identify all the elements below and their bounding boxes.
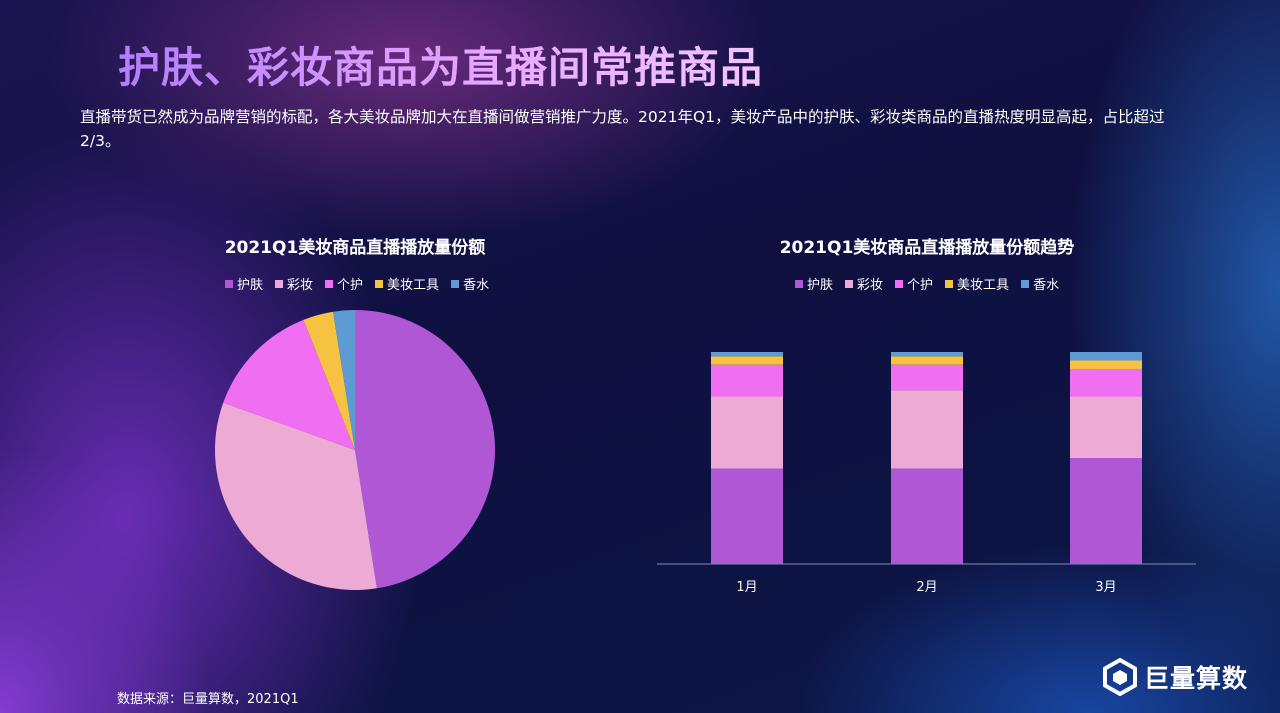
bar-segment bbox=[711, 468, 783, 564]
bar-segment bbox=[1070, 458, 1142, 564]
bar-legend-label: 个护 bbox=[907, 278, 934, 293]
x-tick-label: 1月 bbox=[736, 580, 757, 595]
bar-segment bbox=[711, 364, 783, 397]
pie-legend-label: 个护 bbox=[337, 278, 364, 293]
pie-legend-label: 香水 bbox=[463, 278, 490, 293]
pie-legend-swatch bbox=[375, 279, 384, 288]
bar-legend-item: 香水 bbox=[1021, 274, 1059, 293]
pie-legend-item: 护肤 bbox=[225, 274, 263, 293]
pie-chart-legend: 护肤 彩妆 个护 美妆工具 香水 bbox=[225, 274, 489, 293]
bar-segment bbox=[891, 352, 963, 357]
bar-legend-swatch bbox=[1021, 279, 1030, 288]
pie-legend-swatch bbox=[225, 279, 233, 288]
pie-legend-item: 彩妆 bbox=[275, 274, 313, 293]
bar-chart-legend: 护肤 彩妆 个护 美妆工具 香水 bbox=[795, 274, 1059, 293]
bar-chart: 1月 2月 3月 bbox=[657, 352, 1196, 595]
pie-chart-title: 2021Q1美妆商品直播播放量份额 bbox=[224, 238, 486, 258]
bar-segment bbox=[1070, 360, 1142, 369]
pie-legend-item: 香水 bbox=[451, 274, 489, 293]
data-source: 数据来源：巨量算数，2021Q1 bbox=[117, 692, 299, 707]
pie-slice-1 bbox=[355, 310, 495, 589]
bar-legend-label: 香水 bbox=[1033, 278, 1060, 293]
bar-legend-label: 美妆工具 bbox=[957, 278, 1010, 293]
page-description: 直播带货已然成为品牌营销的标配，各大美妆品牌加大在直播间做营销推广力度。2021… bbox=[80, 108, 1165, 150]
pie-chart bbox=[215, 310, 495, 590]
bar-segment bbox=[891, 356, 963, 365]
pie-slice-3 bbox=[223, 319, 355, 450]
bar-legend-swatch bbox=[845, 279, 854, 288]
pie-legend-item: 个护 bbox=[325, 274, 363, 293]
pie-slice-5 bbox=[333, 310, 355, 450]
bar-segment bbox=[891, 468, 963, 564]
brand-cube-icon bbox=[1103, 658, 1137, 696]
bar-legend-label: 护肤 bbox=[807, 278, 834, 293]
x-tick-label: 3月 bbox=[1095, 580, 1116, 595]
pie-slice-2 bbox=[215, 402, 377, 590]
bar-legend-item: 美妆工具 bbox=[945, 274, 1009, 293]
pie-legend-label: 彩妆 bbox=[287, 278, 314, 293]
brand-logo: 巨量算数 bbox=[1102, 658, 1248, 696]
bar-segment bbox=[891, 390, 963, 469]
bar-legend-item: 个护 bbox=[895, 274, 933, 293]
bar-segment bbox=[711, 396, 783, 469]
brand-name: 巨量算数 bbox=[1144, 664, 1249, 693]
page-title: 护肤、彩妆商品为直播间常推商品 bbox=[118, 34, 763, 95]
bar-segment bbox=[1070, 396, 1142, 458]
bar-segment bbox=[1070, 368, 1142, 397]
bar-legend-item: 彩妆 bbox=[845, 274, 883, 293]
bar-segment bbox=[891, 364, 963, 391]
pie-legend-item: 美妆工具 bbox=[375, 274, 439, 293]
bar-chart-title: 2021Q1美妆商品直播播放量份额趋势 bbox=[779, 238, 1075, 258]
bar-segment bbox=[711, 356, 783, 365]
bar-legend-swatch bbox=[945, 279, 954, 288]
bar-legend-item: 护肤 bbox=[795, 274, 833, 293]
bar-segment bbox=[711, 352, 783, 357]
pie-legend-label: 护肤 bbox=[237, 278, 264, 293]
pie-legend-label: 美妆工具 bbox=[387, 278, 440, 293]
pie-slice-4 bbox=[303, 311, 355, 450]
x-tick-label: 2月 bbox=[916, 580, 937, 595]
bar-segment bbox=[1070, 352, 1142, 361]
bar-legend-label: 彩妆 bbox=[857, 278, 884, 293]
pie-legend-swatch bbox=[325, 279, 334, 288]
pie-legend-swatch bbox=[275, 279, 284, 288]
pie-legend-swatch bbox=[451, 279, 460, 288]
bar-legend-swatch bbox=[895, 279, 904, 288]
bar-legend-swatch bbox=[795, 279, 803, 288]
